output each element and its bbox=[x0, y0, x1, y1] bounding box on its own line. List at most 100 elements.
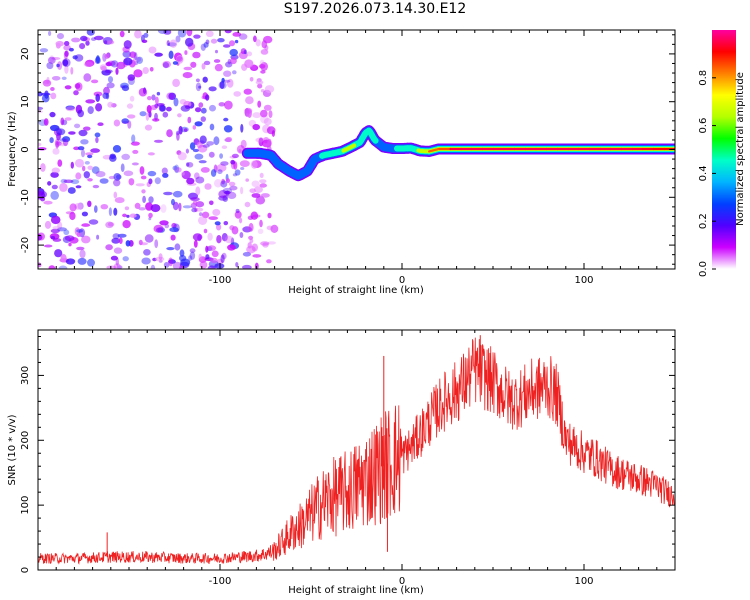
noise-blob bbox=[157, 30, 168, 34]
noise-blob bbox=[226, 178, 230, 184]
noise-blob bbox=[44, 220, 52, 229]
noise-blob bbox=[104, 53, 110, 59]
snr-x-ticks: -100 0 100 bbox=[37, 330, 676, 587]
noise-blob bbox=[70, 179, 80, 185]
noise-blob bbox=[262, 242, 269, 248]
noise-blob bbox=[197, 144, 208, 153]
noise-blob bbox=[91, 79, 99, 84]
noise-blob bbox=[38, 142, 42, 147]
noise-blob bbox=[69, 211, 76, 221]
noise-blob bbox=[51, 184, 58, 190]
noise-blob bbox=[55, 40, 64, 47]
noise-blob bbox=[50, 124, 60, 132]
noise-blob bbox=[81, 235, 91, 244]
noise-blob bbox=[64, 235, 75, 242]
noise-blob bbox=[74, 83, 81, 89]
spectrogram-y-ticks: -20 -10 0 10 20 bbox=[20, 34, 675, 265]
noise-blob bbox=[65, 258, 76, 265]
noise-blob bbox=[205, 254, 210, 260]
noise-blob bbox=[71, 37, 81, 43]
noise-blob bbox=[62, 136, 71, 143]
noise-blob bbox=[193, 239, 198, 248]
noise-blob bbox=[240, 167, 245, 170]
noise-blob bbox=[252, 124, 260, 131]
noise-blob bbox=[251, 243, 258, 252]
noise-blob bbox=[111, 237, 121, 244]
snr-y-label: SNR (10 * v/v) bbox=[7, 414, 18, 485]
noise-blob bbox=[227, 244, 236, 251]
noise-blob bbox=[195, 82, 202, 92]
noise-blob bbox=[90, 148, 100, 153]
noise-blob bbox=[174, 167, 182, 173]
noise-blob bbox=[52, 148, 60, 155]
noise-blob bbox=[141, 39, 148, 43]
noise-blob bbox=[221, 178, 226, 185]
ridge-segment bbox=[361, 127, 379, 144]
noise-blob bbox=[87, 178, 93, 182]
noise-blob bbox=[64, 117, 72, 121]
noise-blob bbox=[121, 118, 129, 124]
noise-blob bbox=[162, 173, 169, 178]
noise-blob bbox=[68, 131, 76, 135]
x-tick-label: 100 bbox=[574, 576, 593, 587]
noise-blob bbox=[213, 136, 220, 146]
noise-blob bbox=[234, 210, 242, 219]
noise-blob bbox=[55, 140, 59, 149]
noise-blob bbox=[221, 77, 225, 83]
noise-blob bbox=[125, 240, 131, 247]
noise-blob bbox=[244, 107, 253, 114]
noise-blob bbox=[263, 104, 272, 111]
noise-blob bbox=[221, 145, 228, 149]
noise-blob bbox=[266, 126, 276, 135]
spectrogram-y-label: Frequency (Hz) bbox=[7, 111, 18, 187]
noise-blob bbox=[176, 132, 180, 141]
noise-blob bbox=[242, 264, 252, 269]
noise-blob bbox=[199, 135, 207, 144]
noise-blob bbox=[159, 220, 169, 226]
noise-blob bbox=[113, 173, 121, 181]
noise-blob bbox=[57, 159, 63, 167]
noise-blob bbox=[229, 185, 238, 191]
noise-blob bbox=[182, 72, 193, 79]
noise-blob bbox=[234, 169, 241, 176]
noise-blob bbox=[42, 79, 52, 87]
noise-blob bbox=[65, 106, 75, 112]
noise-blob bbox=[225, 136, 233, 143]
y-tick-label: 0 bbox=[20, 146, 31, 152]
noise-blob bbox=[147, 96, 152, 101]
noise-blob bbox=[84, 61, 94, 67]
noise-blob bbox=[150, 104, 158, 111]
noise-blob bbox=[192, 200, 198, 205]
noise-blob bbox=[112, 145, 122, 153]
noise-blob bbox=[251, 193, 261, 198]
noise-blob bbox=[81, 223, 91, 227]
noise-blob bbox=[231, 226, 239, 235]
noise-blob bbox=[43, 244, 53, 248]
noise-blob bbox=[64, 65, 69, 74]
noise-blob bbox=[178, 125, 183, 135]
noise-blob bbox=[113, 179, 121, 187]
noise-blob bbox=[127, 114, 136, 119]
noise-blob bbox=[132, 56, 142, 63]
noise-blob bbox=[223, 70, 232, 77]
noise-blob bbox=[123, 170, 134, 177]
noise-blob bbox=[228, 181, 236, 187]
noise-blob bbox=[186, 177, 195, 185]
noise-blob bbox=[87, 165, 93, 170]
noise-blob bbox=[176, 56, 183, 62]
noise-blob bbox=[73, 90, 79, 96]
noise-blob bbox=[166, 247, 175, 251]
noise-blob bbox=[161, 167, 168, 175]
noise-blob bbox=[41, 191, 47, 198]
noise-blob bbox=[50, 190, 59, 200]
noise-blob bbox=[151, 94, 156, 101]
noise-blob bbox=[223, 125, 233, 133]
noise-blob bbox=[177, 30, 187, 38]
noise-blob bbox=[195, 176, 205, 184]
noise-blob bbox=[95, 171, 106, 178]
noise-blob bbox=[166, 106, 172, 112]
figure-title: S197.2026.073.14.30.E12 bbox=[283, 1, 467, 17]
noise-blob bbox=[168, 259, 176, 264]
spectrogram-x-ticks: -100 0 100 bbox=[37, 30, 676, 286]
noise-blob bbox=[79, 249, 86, 259]
